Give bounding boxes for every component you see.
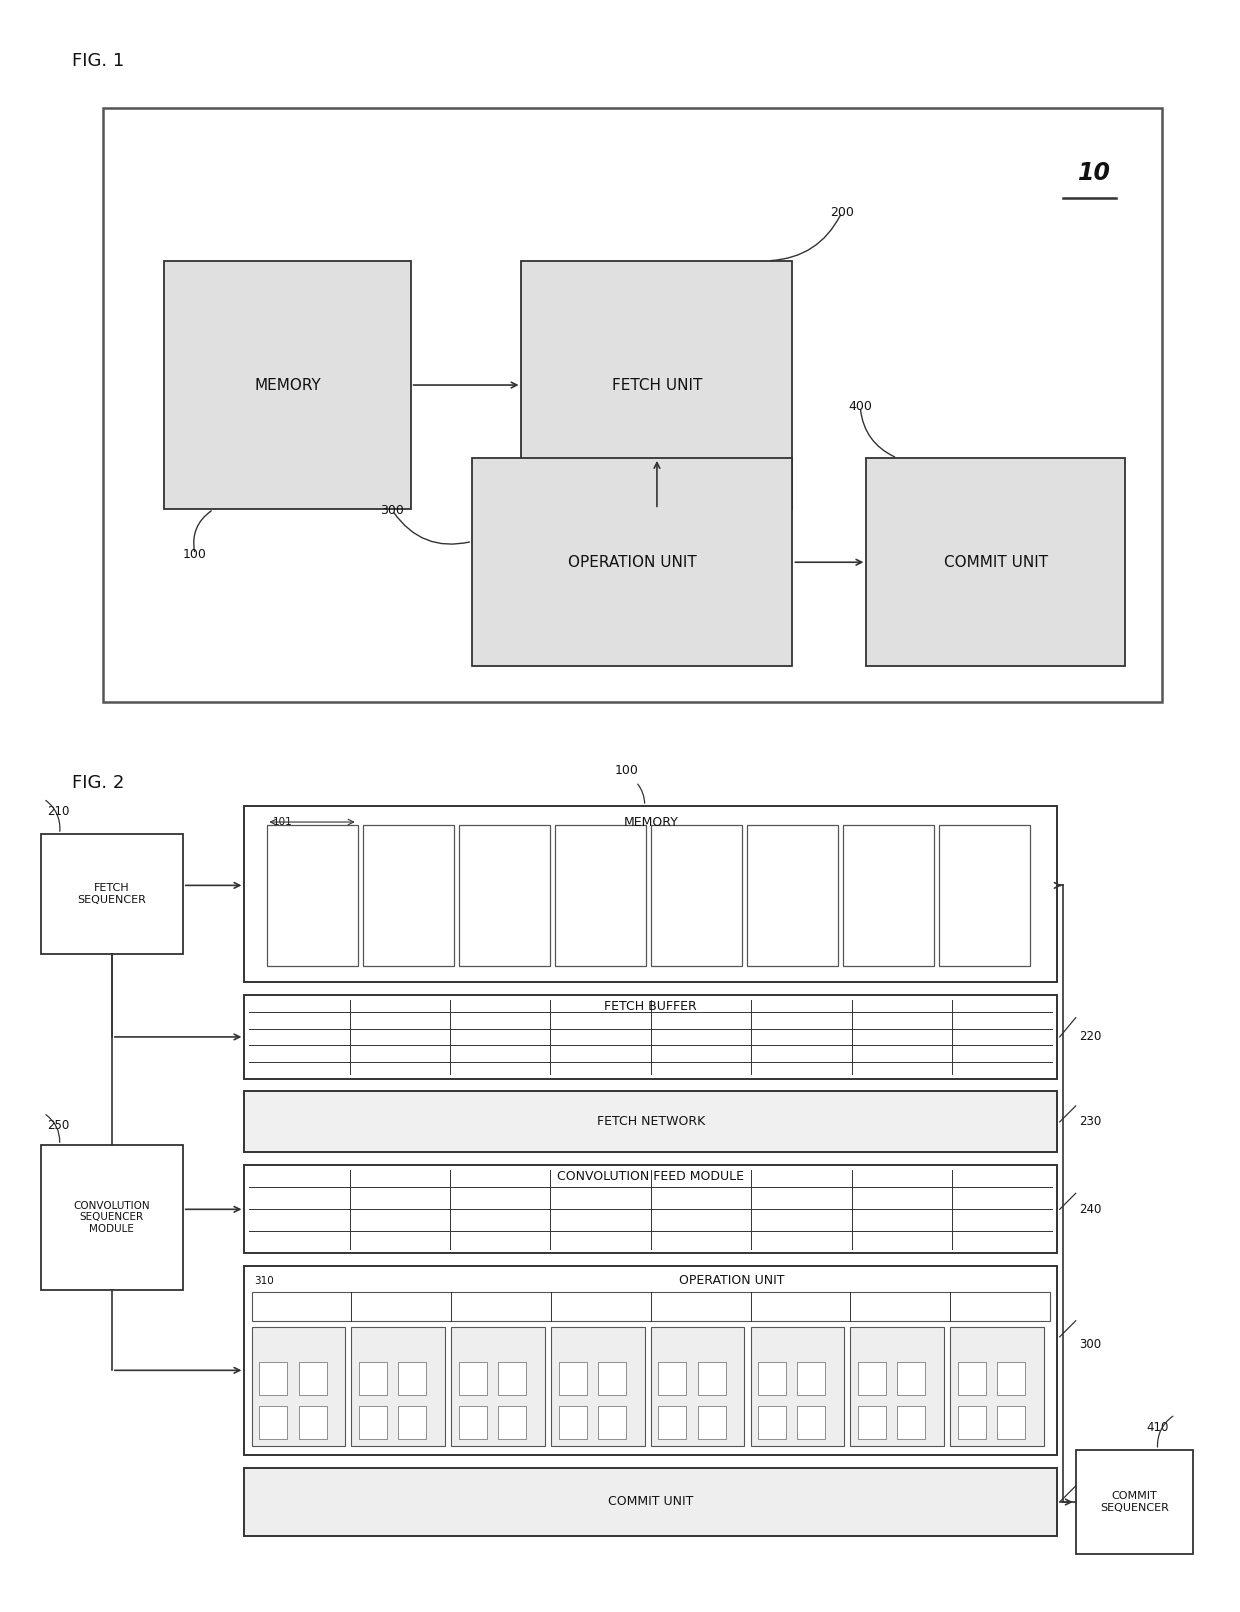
Text: FETCH NETWORK: FETCH NETWORK [596,1116,704,1128]
Text: 101: 101 [273,817,293,827]
FancyBboxPatch shape [398,1406,427,1440]
FancyBboxPatch shape [398,1362,427,1394]
Text: OPERATION UNIT: OPERATION UNIT [568,555,697,569]
FancyBboxPatch shape [259,1406,288,1440]
FancyBboxPatch shape [267,825,357,966]
FancyBboxPatch shape [867,458,1125,666]
FancyBboxPatch shape [997,1406,1025,1440]
FancyBboxPatch shape [472,458,792,666]
FancyBboxPatch shape [459,825,549,966]
FancyBboxPatch shape [651,825,742,966]
FancyBboxPatch shape [252,1327,345,1446]
FancyBboxPatch shape [858,1406,885,1440]
FancyBboxPatch shape [858,1362,885,1394]
FancyBboxPatch shape [299,1406,326,1440]
Text: 410: 410 [1146,1420,1168,1433]
FancyBboxPatch shape [41,1145,182,1290]
FancyBboxPatch shape [244,995,1058,1078]
FancyBboxPatch shape [459,1406,487,1440]
FancyBboxPatch shape [244,806,1058,982]
Text: CONVOLUTION FEED MODULE: CONVOLUTION FEED MODULE [557,1170,744,1183]
FancyBboxPatch shape [351,1327,445,1446]
FancyBboxPatch shape [360,1362,387,1394]
FancyBboxPatch shape [1076,1449,1193,1554]
Text: 240: 240 [1079,1203,1102,1215]
FancyBboxPatch shape [997,1362,1025,1394]
FancyBboxPatch shape [259,1362,288,1394]
Text: 10: 10 [1078,161,1111,184]
Text: FETCH BUFFER: FETCH BUFFER [604,999,697,1012]
FancyBboxPatch shape [244,1267,1058,1456]
Text: 220: 220 [1079,1030,1102,1043]
FancyBboxPatch shape [41,833,182,954]
Text: COMMIT
SEQUENCER: COMMIT SEQUENCER [1100,1491,1168,1512]
Text: 210: 210 [47,804,69,817]
FancyBboxPatch shape [244,1165,1058,1254]
FancyBboxPatch shape [950,1327,1044,1446]
FancyBboxPatch shape [797,1362,826,1394]
FancyBboxPatch shape [897,1406,925,1440]
FancyBboxPatch shape [698,1406,725,1440]
Text: COMMIT UNIT: COMMIT UNIT [608,1496,693,1509]
FancyBboxPatch shape [746,825,838,966]
FancyBboxPatch shape [957,1362,986,1394]
FancyBboxPatch shape [551,1327,645,1446]
Text: 400: 400 [1079,1504,1101,1517]
FancyBboxPatch shape [658,1406,687,1440]
FancyBboxPatch shape [299,1362,326,1394]
FancyBboxPatch shape [554,825,646,966]
FancyBboxPatch shape [897,1362,925,1394]
Text: MEMORY: MEMORY [624,816,678,829]
FancyBboxPatch shape [558,1406,587,1440]
FancyBboxPatch shape [658,1362,687,1394]
Text: 310: 310 [254,1275,274,1286]
FancyBboxPatch shape [851,1327,944,1446]
Text: 230: 230 [1079,1116,1101,1128]
Text: FETCH UNIT: FETCH UNIT [611,377,702,393]
FancyBboxPatch shape [598,1406,626,1440]
FancyBboxPatch shape [164,261,410,509]
FancyBboxPatch shape [758,1406,786,1440]
Text: FIG. 1: FIG. 1 [72,52,124,71]
FancyBboxPatch shape [362,825,454,966]
FancyBboxPatch shape [558,1362,587,1394]
FancyBboxPatch shape [698,1362,725,1394]
FancyBboxPatch shape [252,1291,1050,1320]
FancyBboxPatch shape [522,261,792,509]
Text: 100: 100 [184,548,207,561]
FancyBboxPatch shape [459,1362,487,1394]
FancyBboxPatch shape [843,825,934,966]
FancyBboxPatch shape [750,1327,844,1446]
Text: MEMORY: MEMORY [254,377,321,393]
FancyBboxPatch shape [244,1091,1058,1153]
Text: FETCH
SEQUENCER: FETCH SEQUENCER [77,883,146,904]
FancyBboxPatch shape [939,825,1030,966]
Text: FIG. 2: FIG. 2 [72,774,124,791]
Text: 250: 250 [47,1119,69,1132]
FancyBboxPatch shape [498,1362,526,1394]
Text: OPERATION UNIT: OPERATION UNIT [680,1273,785,1288]
FancyBboxPatch shape [498,1406,526,1440]
Text: 200: 200 [830,206,853,219]
Text: 100: 100 [614,764,639,777]
Text: 300: 300 [381,503,404,516]
FancyBboxPatch shape [797,1406,826,1440]
FancyBboxPatch shape [451,1327,544,1446]
FancyBboxPatch shape [598,1362,626,1394]
FancyBboxPatch shape [651,1327,744,1446]
Text: 300: 300 [1079,1338,1101,1351]
Text: CONVOLUTION
SEQUENCER
MODULE: CONVOLUTION SEQUENCER MODULE [73,1201,150,1233]
FancyBboxPatch shape [244,1469,1058,1536]
FancyBboxPatch shape [758,1362,786,1394]
FancyBboxPatch shape [957,1406,986,1440]
FancyBboxPatch shape [360,1406,387,1440]
Text: 400: 400 [848,400,872,413]
FancyBboxPatch shape [103,108,1162,701]
Text: COMMIT UNIT: COMMIT UNIT [944,555,1048,569]
